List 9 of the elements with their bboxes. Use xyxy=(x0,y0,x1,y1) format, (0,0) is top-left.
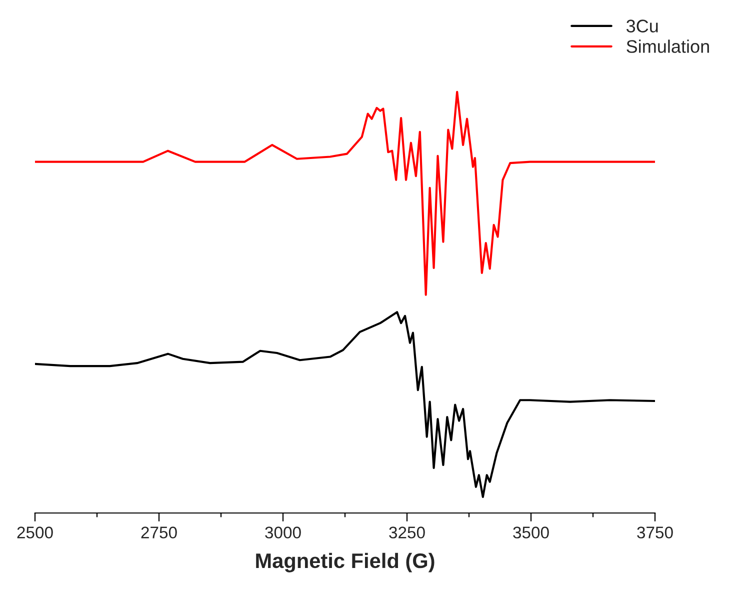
legend-label: 3Cu xyxy=(626,20,658,32)
x-tick-label: 3750 xyxy=(637,526,673,538)
x-tick-label: 3500 xyxy=(513,526,549,538)
x-tick-label: 3250 xyxy=(389,526,425,538)
x-tick-label: 2750 xyxy=(141,526,177,538)
x-tick-label: 3000 xyxy=(265,526,301,538)
legend-label: Simulation xyxy=(626,40,709,53)
x-tick-label: 2500 xyxy=(17,526,53,538)
x-axis-title: Magnetic Field (G) xyxy=(256,552,434,572)
